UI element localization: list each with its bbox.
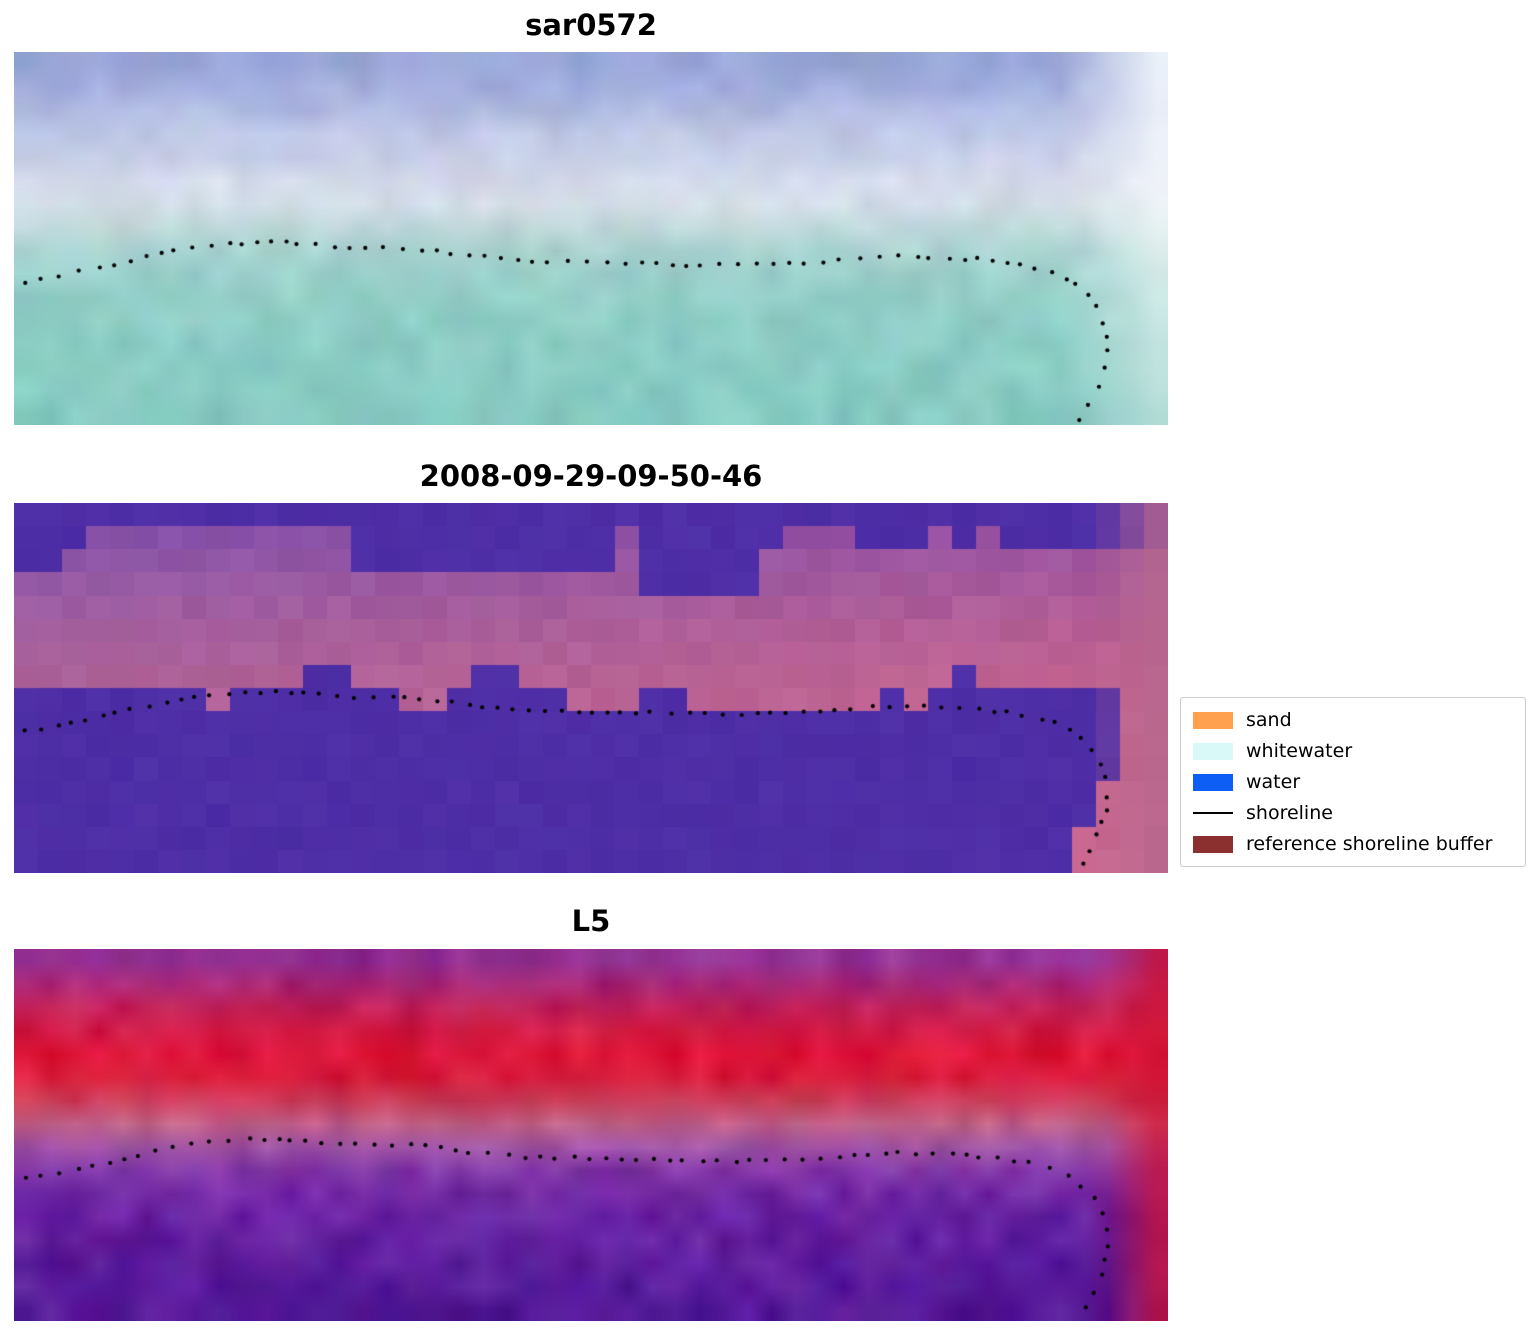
legend-label-reference-shoreline-buffer: reference shoreline buffer: [1246, 833, 1493, 855]
legend-item-sand: sand: [1193, 707, 1513, 733]
legend-item-water: water: [1193, 769, 1513, 795]
classification-image-panel: [14, 503, 1168, 873]
water-swatch: [1193, 773, 1233, 791]
legend-label-water: water: [1246, 771, 1301, 793]
panel-title-classification: 2008-09-29-09-50-46: [419, 459, 763, 493]
legend-label-shoreline: shoreline: [1246, 802, 1333, 824]
legend: sand whitewater water shoreline referenc…: [1180, 697, 1526, 867]
sar0572-image-panel: [14, 52, 1168, 425]
sand-swatch: [1193, 711, 1233, 729]
legend-label-whitewater: whitewater: [1246, 740, 1353, 762]
panel-title-sar0572: sar0572: [525, 8, 657, 42]
l5-image-panel: [14, 949, 1168, 1321]
panel-title-l5: L5: [571, 904, 611, 938]
legend-item-shoreline: shoreline: [1193, 800, 1513, 826]
shoreline-line-swatch: [1193, 812, 1233, 814]
legend-label-sand: sand: [1246, 709, 1292, 731]
reference-shoreline-buffer-swatch: [1193, 835, 1233, 853]
whitewater-swatch: [1193, 742, 1233, 760]
legend-item-reference-shoreline-buffer: reference shoreline buffer: [1193, 831, 1513, 857]
legend-item-whitewater: whitewater: [1193, 738, 1513, 764]
